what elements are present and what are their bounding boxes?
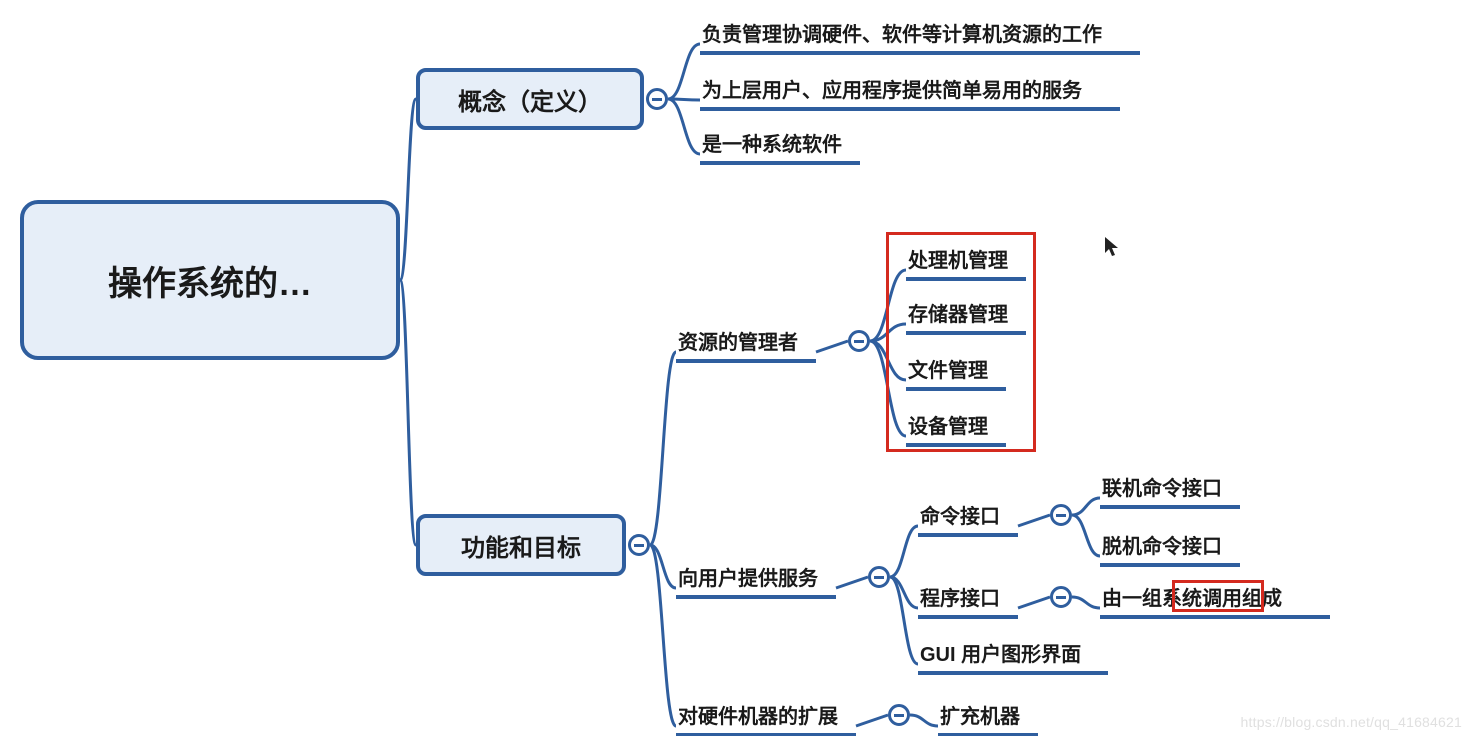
leaf-hw-0[interactable]: 扩充机器	[938, 700, 1038, 736]
node-user-service[interactable]: 向用户提供服务	[676, 562, 836, 599]
branch-functions-label: 功能和目标	[461, 528, 581, 563]
branch-concept-label: 概念（定义）	[458, 82, 602, 117]
node-resource-mgr[interactable]: 资源的管理者	[676, 326, 816, 363]
leaf-cmd-1[interactable]: 脱机命令接口	[1100, 530, 1240, 567]
leaf-cmd-0[interactable]: 联机命令接口	[1100, 472, 1240, 509]
toggle-concept[interactable]	[646, 88, 668, 110]
toggle-functions[interactable]	[628, 534, 650, 556]
branch-concept[interactable]: 概念（定义）	[416, 68, 644, 130]
toggle-hw-ext[interactable]	[888, 704, 910, 726]
toggle-user-service[interactable]	[868, 566, 890, 588]
node-hw-ext[interactable]: 对硬件机器的扩展	[676, 700, 856, 736]
root-node[interactable]: 操作系统的…	[20, 200, 400, 360]
leaf-concept-2[interactable]: 是一种系统软件	[700, 128, 860, 165]
branch-functions[interactable]: 功能和目标	[416, 514, 626, 576]
leaf-concept-1[interactable]: 为上层用户、应用程序提供简单易用的服务	[700, 74, 1120, 111]
leaf-resource-3[interactable]: 设备管理	[906, 410, 1006, 447]
node-cmd-if[interactable]: 命令接口	[918, 500, 1018, 537]
toggle-cmd-if[interactable]	[1050, 504, 1072, 526]
toggle-prog-if[interactable]	[1050, 586, 1072, 608]
leaf-resource-0[interactable]: 处理机管理	[906, 244, 1026, 281]
leaf-concept-0[interactable]: 负责管理协调硬件、软件等计算机资源的工作	[700, 18, 1140, 55]
toggle-resource-mgr[interactable]	[848, 330, 870, 352]
leaf-resource-2[interactable]: 文件管理	[906, 354, 1006, 391]
root-label: 操作系统的…	[108, 256, 312, 305]
node-prog-if[interactable]: 程序接口	[918, 582, 1018, 619]
node-gui[interactable]: GUI 用户图形界面	[918, 638, 1108, 675]
leaf-prog-0[interactable]: 由一组系统调用组成	[1100, 582, 1330, 619]
leaf-resource-1[interactable]: 存储器管理	[906, 298, 1026, 335]
